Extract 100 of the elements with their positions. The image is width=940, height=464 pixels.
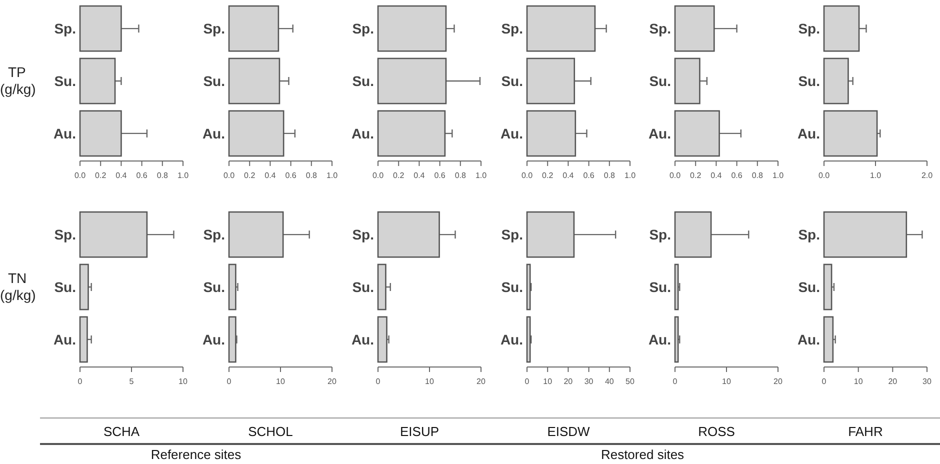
y-tick-label: Sp. bbox=[649, 20, 671, 36]
x-tick-label: 1.0 bbox=[326, 171, 338, 180]
y-tick-label: Su. bbox=[352, 72, 374, 89]
x-tick-label: 0.6 bbox=[285, 171, 297, 180]
bar bbox=[823, 5, 860, 52]
bar bbox=[526, 58, 576, 104]
x-tick-label: 0.6 bbox=[136, 171, 148, 180]
x-tick-label: 0.6 bbox=[434, 171, 446, 180]
x-axis-title: FAHR bbox=[848, 424, 883, 439]
y-axis-title: TP (g/kg) bbox=[0, 64, 36, 97]
x-tick-label: 5 bbox=[129, 377, 134, 386]
y-tick-label: Su. bbox=[649, 72, 671, 89]
x-tick-label: 0.4 bbox=[710, 171, 722, 180]
y-tick-label: Au. bbox=[53, 125, 76, 142]
x-tick-label: 0 bbox=[524, 377, 530, 386]
y-tick-label: Su. bbox=[352, 278, 374, 295]
y-tick-label: Sp. bbox=[352, 226, 374, 242]
x-tick-label: 0.8 bbox=[156, 171, 169, 180]
bar bbox=[823, 264, 832, 310]
x-tick-label: 0.8 bbox=[604, 171, 616, 180]
bar bbox=[526, 5, 596, 52]
y-tick-label: Sp. bbox=[501, 20, 523, 36]
x-tick-label: 20 bbox=[774, 377, 783, 386]
bar bbox=[823, 211, 908, 258]
y-tick-label: Sp. bbox=[798, 226, 820, 242]
x-tick-label: 0.0 bbox=[818, 171, 830, 180]
x-tick-label: 20 bbox=[328, 377, 337, 386]
x-tick-label: 0.2 bbox=[542, 171, 554, 180]
y-tick-label: Sp. bbox=[501, 226, 523, 242]
bar bbox=[823, 110, 878, 157]
x-tick-label: 0.0 bbox=[372, 171, 384, 180]
x-tick-label: 1.0 bbox=[772, 171, 784, 180]
x-tick-label: 1.0 bbox=[624, 171, 636, 180]
y-tick-label: Au. bbox=[202, 331, 225, 348]
x-tick-label: 30 bbox=[584, 377, 594, 386]
x-tick-label: 1.0 bbox=[870, 171, 882, 180]
y-tick-label: Au. bbox=[351, 331, 374, 348]
y-tick-label: Sp. bbox=[649, 226, 671, 242]
x-tick-label: 0.2 bbox=[690, 171, 702, 180]
y-tick-label: Sp. bbox=[203, 20, 225, 36]
x-tick-label: 10 bbox=[854, 377, 864, 386]
y-tick-label: Au. bbox=[53, 331, 76, 348]
x-tick-label: 0.0 bbox=[521, 171, 534, 180]
x-axis-title: EISDW bbox=[547, 424, 591, 439]
x-tick-label: 0.6 bbox=[583, 171, 595, 180]
bar bbox=[823, 316, 834, 363]
x-tick-label: 50 bbox=[626, 377, 635, 386]
x-tick-label: 1.0 bbox=[177, 171, 190, 180]
y-tick-label: Au. bbox=[797, 125, 820, 142]
x-tick-label: 0.4 bbox=[414, 171, 426, 180]
x-tick-label: 0 bbox=[226, 377, 232, 386]
x-tick-label: 20 bbox=[888, 377, 898, 386]
y-tick-label: Su. bbox=[501, 278, 523, 295]
x-tick-label: 10 bbox=[722, 377, 732, 386]
x-tick-label: 0.8 bbox=[306, 171, 318, 180]
y-tick-label: Au. bbox=[500, 331, 523, 348]
x-tick-label: 0 bbox=[672, 377, 678, 386]
x-tick-label: 20 bbox=[476, 377, 486, 386]
bar bbox=[377, 316, 388, 363]
x-tick-label: 0.4 bbox=[562, 171, 574, 180]
x-tick-label: 10 bbox=[178, 377, 188, 386]
x-tick-label: 0.2 bbox=[393, 171, 405, 180]
text: Restored sites bbox=[600, 447, 685, 462]
x-tick-label: 0.0 bbox=[223, 171, 236, 180]
bar bbox=[526, 110, 576, 157]
bar bbox=[79, 316, 88, 363]
y-axis-title: TN (g/kg) bbox=[0, 270, 36, 303]
x-tick-label: 1.0 bbox=[475, 171, 488, 180]
x-tick-label: 0.2 bbox=[244, 171, 256, 180]
x-axis-title: ROSS bbox=[698, 424, 736, 439]
y-tick-label: Su. bbox=[203, 72, 225, 89]
x-tick-label: 20 bbox=[564, 377, 574, 386]
bar bbox=[79, 264, 89, 310]
bar bbox=[377, 264, 386, 310]
x-tick-label: 0.4 bbox=[264, 171, 276, 180]
y-tick-label: Au. bbox=[351, 125, 374, 142]
y-tick-label: Au. bbox=[648, 331, 671, 348]
y-tick-label: Su. bbox=[54, 278, 76, 295]
bar bbox=[79, 211, 148, 258]
x-tick-label: 10 bbox=[543, 377, 553, 386]
x-tick-label: 0 bbox=[78, 377, 83, 386]
x-tick-label: 0.8 bbox=[752, 171, 764, 180]
y-tick-label: Au. bbox=[797, 331, 820, 348]
y-tick-label: Su. bbox=[501, 72, 523, 89]
x-tick-label: 10 bbox=[276, 377, 286, 386]
x-tick-label: 0.6 bbox=[731, 171, 743, 180]
x-tick-label: 40 bbox=[604, 377, 614, 386]
x-tick-label: 0.2 bbox=[95, 171, 107, 180]
bar bbox=[377, 211, 440, 258]
x-tick-label: 0.0 bbox=[669, 171, 682, 180]
x-tick-label: 0 bbox=[376, 377, 381, 386]
bar bbox=[823, 58, 849, 104]
y-tick-label: Au. bbox=[648, 125, 671, 142]
x-tick-label: 0.4 bbox=[116, 171, 128, 180]
x-axis-title: EISUP bbox=[400, 424, 440, 439]
bar bbox=[674, 58, 700, 104]
y-tick-label: Su. bbox=[649, 278, 671, 295]
x-axis-title: SCHA bbox=[103, 424, 140, 439]
x-axis-title: SCHOL bbox=[248, 424, 293, 439]
text: Reference sites bbox=[150, 447, 242, 462]
